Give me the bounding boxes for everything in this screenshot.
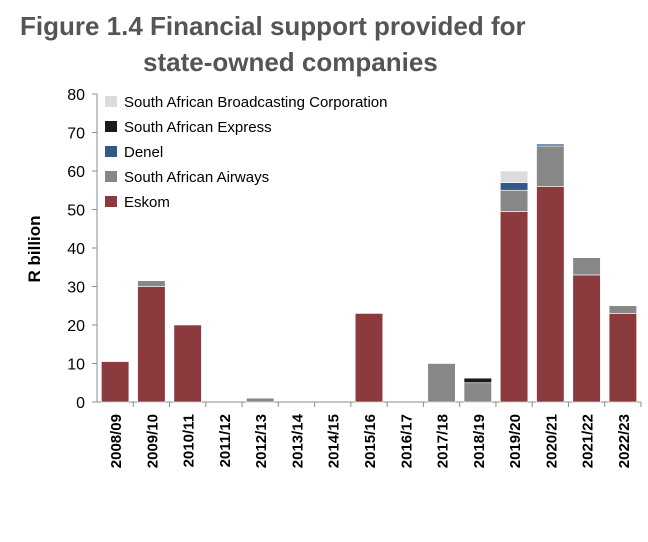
bar-segment-south-african-airways-2021-22 (572, 257, 601, 276)
legend-swatch-south-african-broadcasting-corporation (105, 96, 117, 107)
x-tick-label: 2011/12 (217, 414, 234, 467)
x-tick-label: 2016/17 (398, 414, 415, 468)
x-tick-label: 2022/23 (616, 414, 633, 468)
bar-segment-eskom-2015-16 (354, 313, 384, 403)
chart-title-line-1: Figure 1.4 Financial support provided fo… (20, 11, 526, 41)
y-tick-label: 0 (76, 395, 85, 412)
legend-label-denel: Denel (124, 144, 163, 161)
bar-segment-eskom-2022-23 (608, 313, 637, 403)
legend-label-eskom: Eskom (124, 194, 170, 211)
x-tick-label: 2014/15 (326, 414, 343, 468)
bar-segment-eskom-2021-22 (572, 274, 601, 403)
x-tick-label: 2015/16 (362, 414, 379, 468)
bar-segment-south-african-airways-2012-13 (246, 397, 275, 403)
x-tick-label: 2021/22 (580, 414, 597, 468)
y-tick-label: 50 (67, 203, 85, 220)
y-tick-label: 40 (67, 241, 85, 258)
chart-title-line-2: state-owned companies (143, 47, 438, 77)
legend-label-south-african-broadcasting-corporation: South African Broadcasting Corporation (124, 94, 388, 111)
bar-segment-south-african-airways-2009-10 (137, 280, 166, 287)
x-tick-label: 2009/10 (144, 414, 161, 468)
legend-label-south-african-express: South African Express (124, 119, 272, 136)
legend-label-south-african-airways: South African Airways (124, 169, 269, 186)
y-tick-label: 10 (67, 357, 85, 374)
bar-segment-eskom-2020-21 (536, 186, 565, 403)
x-tick-label: 2008/09 (108, 414, 125, 468)
bar-segment-denel-2020-21 (536, 143, 565, 147)
bar-segment-south-african-broadcasting-corporation-2019-20 (499, 170, 529, 183)
bar-segment-eskom-2009-10 (137, 286, 166, 403)
x-tick-label: 2019/20 (507, 414, 524, 468)
bar-segment-south-african-airways-2019-20 (499, 189, 529, 212)
y-tick-label: 30 (67, 280, 85, 297)
legend-swatch-south-african-airways (105, 171, 117, 182)
x-tick-label: 2018/19 (471, 414, 488, 468)
bar-segment-south-african-airways-2018-19 (463, 382, 492, 403)
bar-segment-eskom-2019-20 (499, 211, 529, 403)
x-tick-label: 2013/14 (289, 413, 306, 468)
x-tick-label: 2017/18 (435, 414, 452, 468)
bar-segment-south-african-airways-2020-21 (536, 145, 565, 187)
legend-swatch-eskom (105, 196, 117, 207)
bar-segment-eskom-2010-11 (173, 324, 202, 403)
y-tick-label: 60 (67, 164, 85, 181)
x-tick-label: 2010/11 (181, 414, 198, 467)
legend-swatch-south-african-express (105, 121, 117, 132)
bar-segment-south-african-airways-2022-23 (608, 305, 637, 314)
bar-segment-denel-2019-20 (499, 182, 529, 191)
bar-segment-south-african-express-2018-19 (463, 377, 492, 384)
y-axis-label: R billion (25, 215, 44, 282)
x-tick-label: 2012/13 (253, 414, 270, 468)
legend-swatch-denel (105, 146, 117, 157)
x-tick-label: 2020/21 (543, 414, 560, 468)
bar-segment-south-african-airways-2017-18 (427, 363, 456, 403)
bar-segment-eskom-2008-09 (101, 361, 130, 403)
y-tick-label: 80 (67, 87, 85, 104)
y-tick-label: 20 (67, 318, 85, 335)
y-tick-label: 70 (67, 126, 85, 143)
